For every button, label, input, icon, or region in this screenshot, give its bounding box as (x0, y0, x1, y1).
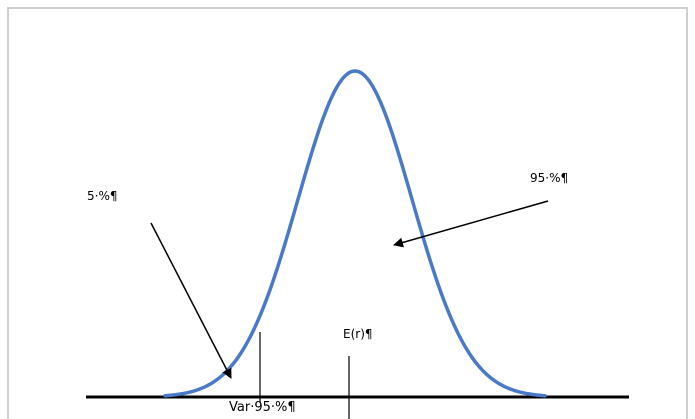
five-percent-label: 5·%¶ (87, 189, 118, 203)
normal-distribution-curve (163, 69, 547, 398)
expected-return-label: E(r)¶ (343, 327, 373, 341)
figure-border (7, 7, 688, 419)
ninety-five-percent-arrow (393, 200, 549, 248)
ninety-five-percent-label: 95·%¶ (530, 171, 569, 185)
var-95-label: Var·95·%¶ (229, 400, 296, 415)
five-percent-arrow (150, 222, 232, 379)
